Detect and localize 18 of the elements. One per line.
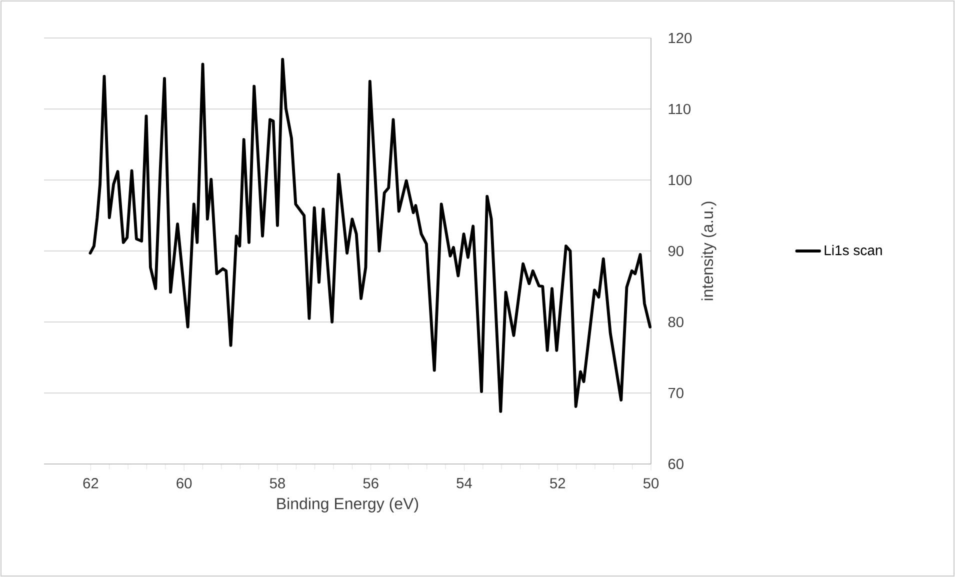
x-tick-label: 54	[456, 478, 472, 488]
legend-label: Li1s scan	[824, 244, 882, 256]
y-tick-label: 90	[668, 246, 684, 256]
x-axis-title: Binding Energy (eV)	[277, 498, 418, 512]
x-tick-label: 50	[643, 478, 659, 488]
x-tick-label: 58	[270, 478, 285, 488]
x-tick-label: 52	[550, 478, 566, 488]
x-tick-label: 60	[176, 478, 192, 488]
x-tick-label: 56	[363, 478, 378, 488]
y-tick-label: 120	[668, 32, 692, 44]
x-tick-label: 62	[83, 478, 98, 488]
y-axis-title: intensity (a.u.)	[701, 202, 716, 300]
y-tick-label: 60	[668, 458, 684, 470]
line-series	[88, 58, 652, 413]
y-tick-label: 70	[668, 388, 684, 398]
y-tick-label: 80	[668, 316, 684, 328]
y-tick-label: 100	[668, 174, 692, 186]
y-tick-label: 110	[668, 104, 691, 114]
